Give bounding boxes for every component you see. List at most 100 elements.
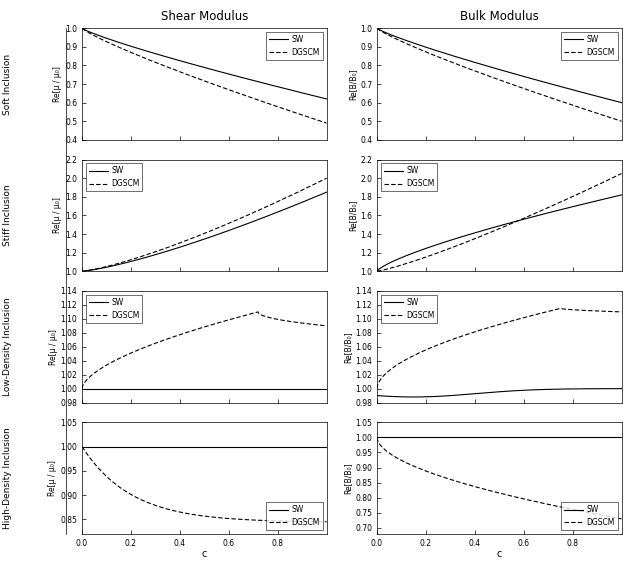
SW bbox=[618, 192, 625, 198]
DGSCM bbox=[505, 318, 513, 325]
SW bbox=[612, 193, 620, 199]
DGSCM bbox=[254, 308, 262, 315]
DGSCM bbox=[374, 434, 381, 441]
Line: DGSCM: DGSCM bbox=[82, 312, 327, 389]
SW bbox=[78, 385, 86, 392]
Legend: SW, DGSCM: SW, DGSCM bbox=[266, 32, 322, 60]
SW bbox=[317, 443, 324, 450]
SW bbox=[491, 224, 498, 231]
DGSCM bbox=[279, 196, 286, 203]
X-axis label: c: c bbox=[201, 549, 207, 559]
DGSCM bbox=[557, 305, 564, 312]
Legend: SW, DGSCM: SW, DGSCM bbox=[381, 163, 437, 192]
Text: Soft Inclusion: Soft Inclusion bbox=[3, 54, 12, 115]
SW bbox=[211, 67, 218, 73]
Y-axis label: Re[B/B₀]: Re[B/B₀] bbox=[343, 331, 353, 363]
DGSCM bbox=[374, 268, 381, 275]
DGSCM bbox=[78, 268, 86, 275]
DGSCM bbox=[618, 118, 625, 125]
DGSCM bbox=[211, 81, 218, 88]
DGSCM bbox=[211, 226, 218, 233]
DGSCM bbox=[574, 307, 582, 314]
Y-axis label: Re[B/B₀]: Re[B/B₀] bbox=[348, 199, 357, 231]
DGSCM bbox=[490, 228, 497, 234]
Line: DGSCM: DGSCM bbox=[377, 308, 622, 389]
SW bbox=[618, 99, 625, 106]
SW bbox=[618, 385, 625, 392]
DGSCM bbox=[323, 175, 331, 181]
DGSCM bbox=[194, 325, 202, 332]
X-axis label: c: c bbox=[497, 549, 502, 559]
Line: DGSCM: DGSCM bbox=[82, 178, 327, 271]
Line: DGSCM: DGSCM bbox=[377, 173, 622, 271]
SW bbox=[374, 268, 381, 275]
SW bbox=[505, 220, 513, 227]
DGSCM bbox=[224, 86, 232, 93]
DGSCM bbox=[374, 25, 381, 32]
Y-axis label: Re[μ / μ₀]: Re[μ / μ₀] bbox=[49, 329, 57, 364]
SW bbox=[211, 443, 218, 450]
DGSCM bbox=[505, 492, 513, 499]
SW bbox=[612, 98, 620, 105]
SW bbox=[194, 385, 202, 392]
DGSCM bbox=[194, 512, 202, 519]
DGSCM bbox=[574, 507, 581, 514]
SW bbox=[317, 94, 324, 101]
SW bbox=[211, 385, 218, 392]
SW bbox=[78, 443, 86, 450]
DGSCM bbox=[78, 385, 86, 392]
SW bbox=[490, 434, 497, 441]
SW bbox=[78, 268, 86, 275]
DGSCM bbox=[491, 323, 498, 329]
DGSCM bbox=[490, 323, 497, 329]
SW bbox=[519, 434, 526, 441]
DGSCM bbox=[317, 518, 324, 525]
Text: Stiff Inclusion: Stiff Inclusion bbox=[3, 185, 12, 246]
DGSCM bbox=[374, 385, 381, 392]
DGSCM bbox=[323, 519, 331, 525]
SW bbox=[374, 392, 381, 399]
SW bbox=[323, 95, 331, 102]
SW bbox=[505, 69, 513, 76]
SW bbox=[196, 443, 203, 450]
Line: SW: SW bbox=[82, 28, 327, 99]
Text: Bulk Modulus: Bulk Modulus bbox=[460, 10, 539, 23]
Text: High-Density Inclusion: High-Density Inclusion bbox=[3, 427, 12, 529]
DGSCM bbox=[224, 220, 232, 227]
SW bbox=[492, 389, 499, 396]
SW bbox=[224, 385, 232, 392]
Legend: SW, DGSCM: SW, DGSCM bbox=[561, 32, 618, 60]
Line: DGSCM: DGSCM bbox=[377, 28, 622, 121]
SW bbox=[491, 65, 498, 72]
SW bbox=[196, 237, 203, 244]
SW bbox=[323, 443, 331, 450]
DGSCM bbox=[78, 25, 86, 32]
DGSCM bbox=[505, 221, 513, 228]
DGSCM bbox=[194, 232, 202, 239]
SW bbox=[323, 385, 331, 392]
SW bbox=[224, 228, 232, 234]
SW bbox=[196, 385, 203, 392]
DGSCM bbox=[224, 317, 232, 324]
SW bbox=[519, 216, 526, 223]
Legend: SW, DGSCM: SW, DGSCM bbox=[266, 502, 322, 530]
Y-axis label: Re[μ / μ₀]: Re[μ / μ₀] bbox=[49, 460, 57, 496]
Line: SW: SW bbox=[377, 389, 622, 397]
DGSCM bbox=[519, 215, 526, 222]
SW bbox=[490, 224, 497, 231]
SW bbox=[612, 385, 620, 392]
Line: DGSCM: DGSCM bbox=[377, 437, 622, 519]
Line: SW: SW bbox=[377, 28, 622, 103]
SW bbox=[574, 88, 581, 94]
Y-axis label: Re[B/B₀]: Re[B/B₀] bbox=[348, 68, 357, 100]
Legend: SW, DGSCM: SW, DGSCM bbox=[561, 502, 618, 530]
DGSCM bbox=[317, 178, 324, 185]
Y-axis label: Re[μ / μ₀]: Re[μ / μ₀] bbox=[54, 198, 62, 233]
DGSCM bbox=[612, 173, 620, 180]
DGSCM bbox=[505, 80, 513, 87]
SW bbox=[279, 207, 286, 214]
DGSCM bbox=[323, 323, 331, 329]
DGSCM bbox=[519, 496, 526, 502]
DGSCM bbox=[211, 514, 218, 520]
DGSCM bbox=[574, 191, 581, 198]
